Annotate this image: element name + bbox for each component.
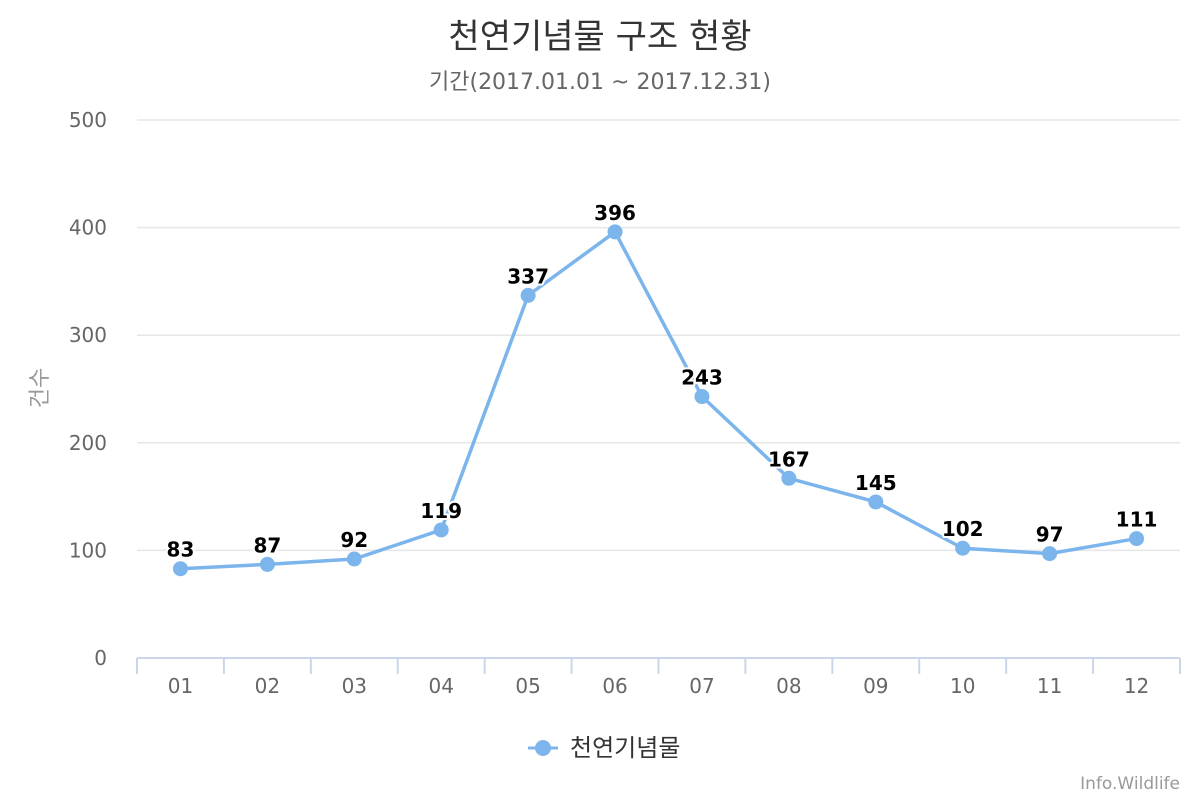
data-point[interactable]	[1129, 531, 1145, 547]
data-label: 92	[340, 528, 368, 552]
legend-label: 천연기념물	[570, 734, 680, 762]
x-tick-label: 07	[689, 674, 714, 698]
x-tick-label: 12	[1124, 674, 1149, 698]
data-label: 337	[507, 264, 549, 288]
credit-text: Info.Wildlife	[1080, 774, 1180, 794]
legend[interactable]: 천연기념물	[528, 734, 680, 762]
y-tick-label: 0	[94, 646, 107, 670]
data-point[interactable]	[781, 470, 797, 486]
data-label: 111	[1116, 508, 1158, 532]
data-label: 167	[768, 447, 810, 471]
x-tick-label: 11	[1037, 674, 1062, 698]
y-tick-label: 100	[69, 538, 107, 562]
data-label: 83	[167, 538, 195, 562]
data-label: 145	[855, 471, 897, 495]
y-tick-label: 500	[69, 108, 107, 132]
x-tick-label: 08	[776, 674, 801, 698]
y-tick-label: 300	[69, 323, 107, 347]
data-label: 119	[420, 499, 462, 523]
x-tick-label: 04	[428, 674, 453, 698]
x-tick-label: 10	[950, 674, 975, 698]
x-tick-label: 01	[168, 674, 193, 698]
y-tick-label: 200	[69, 431, 107, 455]
data-point[interactable]	[433, 522, 449, 538]
data-label: 97	[1036, 523, 1064, 547]
x-tick-label: 05	[515, 674, 540, 698]
data-point[interactable]	[172, 561, 188, 577]
data-point[interactable]	[868, 494, 884, 510]
data-label: 243	[681, 366, 723, 390]
series-group: 83 87 92 119 337 396 243 167 145 102 97 111	[165, 199, 1159, 577]
series-line	[178, 230, 1139, 571]
x-tick-label: 02	[255, 674, 280, 698]
chart-title: 천연기념물 구조 현황	[448, 17, 751, 57]
x-tick-label: 03	[342, 674, 367, 698]
data-point[interactable]	[607, 224, 623, 240]
legend-marker-icon	[535, 740, 551, 756]
y-tick-label: 400	[69, 216, 107, 240]
data-label: 87	[253, 533, 281, 557]
data-point[interactable]	[955, 540, 971, 556]
gridlines	[137, 119, 1180, 552]
data-point[interactable]	[346, 551, 362, 567]
data-point[interactable]	[259, 556, 275, 572]
chart-subtitle: 기간(2017.01.01 ~ 2017.12.31)	[429, 70, 771, 95]
y-axis-ticks: 0 100 200 300 400 500	[69, 108, 107, 670]
x-axis: 01 02 03 04 05 06 07 08 09 10 11 12	[136, 657, 1181, 698]
data-label: 102	[942, 517, 984, 541]
y-axis-label: 건수	[28, 368, 53, 408]
data-label: 396	[594, 201, 636, 225]
x-tick-label: 06	[602, 674, 627, 698]
data-point[interactable]	[694, 389, 710, 405]
data-point[interactable]	[1042, 546, 1058, 562]
data-point[interactable]	[520, 287, 536, 303]
x-tick-label: 09	[863, 674, 888, 698]
